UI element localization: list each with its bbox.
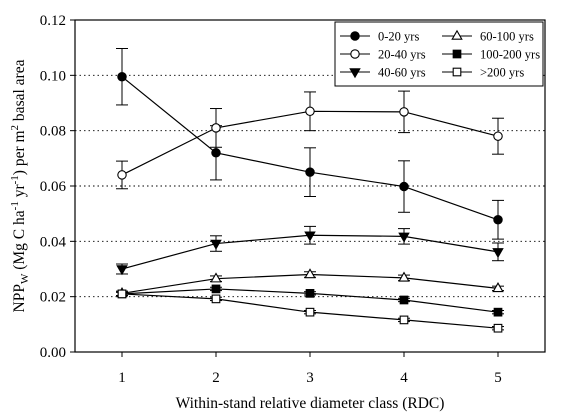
data-point bbox=[399, 107, 409, 117]
legend-label: 100-200 yrs bbox=[480, 48, 540, 62]
y-axis-title-part2: yr bbox=[11, 184, 28, 202]
legend-item: 0-20 yrs bbox=[340, 30, 419, 44]
data-point bbox=[304, 231, 316, 242]
data-point bbox=[493, 215, 503, 225]
data-point bbox=[451, 29, 463, 40]
data-point bbox=[452, 67, 462, 77]
x-tick-label: 3 bbox=[306, 370, 314, 386]
series-0-20-yrs bbox=[116, 47, 504, 240]
data-point bbox=[305, 307, 315, 317]
data-point bbox=[349, 68, 361, 79]
data-point bbox=[452, 49, 462, 59]
y-axis-title-sup2: -1 bbox=[9, 175, 21, 184]
legend-item: 100-200 yrs bbox=[442, 48, 540, 62]
y-tick-label: 0.02 bbox=[40, 290, 66, 306]
data-point bbox=[210, 272, 222, 283]
x-tick-label: 4 bbox=[400, 370, 408, 386]
legend-item: 40-60 yrs bbox=[340, 66, 426, 80]
data-point bbox=[492, 282, 504, 293]
data-point bbox=[304, 268, 316, 279]
data-point bbox=[117, 170, 127, 180]
data-point bbox=[305, 106, 315, 117]
y-tick-label: 0.10 bbox=[40, 68, 66, 84]
data-point bbox=[211, 148, 221, 158]
legend-item: 60-100 yrs bbox=[442, 30, 534, 44]
data-point bbox=[399, 181, 409, 192]
data-point bbox=[211, 123, 221, 133]
data-point bbox=[117, 71, 127, 82]
x-tick-label: 2 bbox=[212, 370, 220, 386]
data-point bbox=[493, 323, 503, 333]
legend-item: 20-40 yrs bbox=[340, 48, 426, 62]
y-axis-title-part1: (Mg C ha bbox=[11, 210, 28, 273]
y-axis-title-base: NPP bbox=[11, 284, 28, 312]
data-point bbox=[399, 295, 409, 305]
legend-label: >200 yrs bbox=[480, 66, 524, 80]
y-tick-label: 0.08 bbox=[40, 124, 66, 140]
data-point bbox=[211, 294, 221, 304]
data-point bbox=[398, 232, 410, 243]
data-point bbox=[116, 265, 128, 276]
series-layer bbox=[116, 47, 504, 333]
data-point bbox=[493, 307, 503, 317]
legend-label: 0-20 yrs bbox=[378, 30, 419, 44]
data-point bbox=[398, 271, 410, 282]
y-axis-title-part4: basal area bbox=[11, 59, 28, 125]
series-40-60-yrs bbox=[116, 225, 504, 276]
legend-label: 20-40 yrs bbox=[378, 48, 426, 62]
y-tick-label: 0.04 bbox=[40, 234, 67, 250]
axes: 0.00 0.02 0.04 0.06 0.08 0.10 0.12 1 2 3 4 5 bbox=[40, 13, 502, 386]
data-point bbox=[210, 239, 222, 250]
data-point bbox=[493, 131, 503, 141]
series-100-200-yrs bbox=[116, 284, 504, 317]
x-axis-title: Within-stand relative diameter class (RD… bbox=[176, 395, 445, 412]
x-tick-label: 1 bbox=[118, 370, 126, 386]
data-point bbox=[399, 315, 409, 325]
legend-label: 60-100 yrs bbox=[480, 30, 534, 44]
data-point bbox=[350, 31, 360, 41]
data-point bbox=[305, 288, 315, 298]
data-point bbox=[211, 284, 221, 294]
data-point bbox=[492, 248, 504, 259]
legend-label: 40-60 yrs bbox=[378, 66, 426, 80]
y-axis-title-part3: ) per m bbox=[11, 130, 28, 175]
y-axis-title-sup3: 2 bbox=[9, 125, 21, 131]
y-axis-title: NPPW (Mg C ha-1 yr-1) per m2 basal area bbox=[9, 59, 31, 312]
y-tick-label: 0.06 bbox=[40, 179, 67, 195]
y-axis-title-sup1: -1 bbox=[9, 201, 21, 210]
legend: 0-20 yrs 20-40 yrs 40-60 yrs 60-100 yrs 100-… bbox=[334, 21, 544, 87]
data-point bbox=[350, 49, 360, 59]
y-axis-title-sub: W bbox=[19, 273, 31, 284]
series--200-yrs bbox=[116, 289, 504, 333]
y-tick-label: 0.12 bbox=[40, 13, 66, 29]
y-tick-label: 0.00 bbox=[40, 345, 66, 361]
x-tick-label: 5 bbox=[494, 370, 502, 386]
data-point bbox=[117, 289, 127, 299]
data-point bbox=[305, 167, 315, 177]
series-20-40-yrs bbox=[116, 90, 504, 190]
legend-item: >200 yrs bbox=[442, 66, 524, 80]
